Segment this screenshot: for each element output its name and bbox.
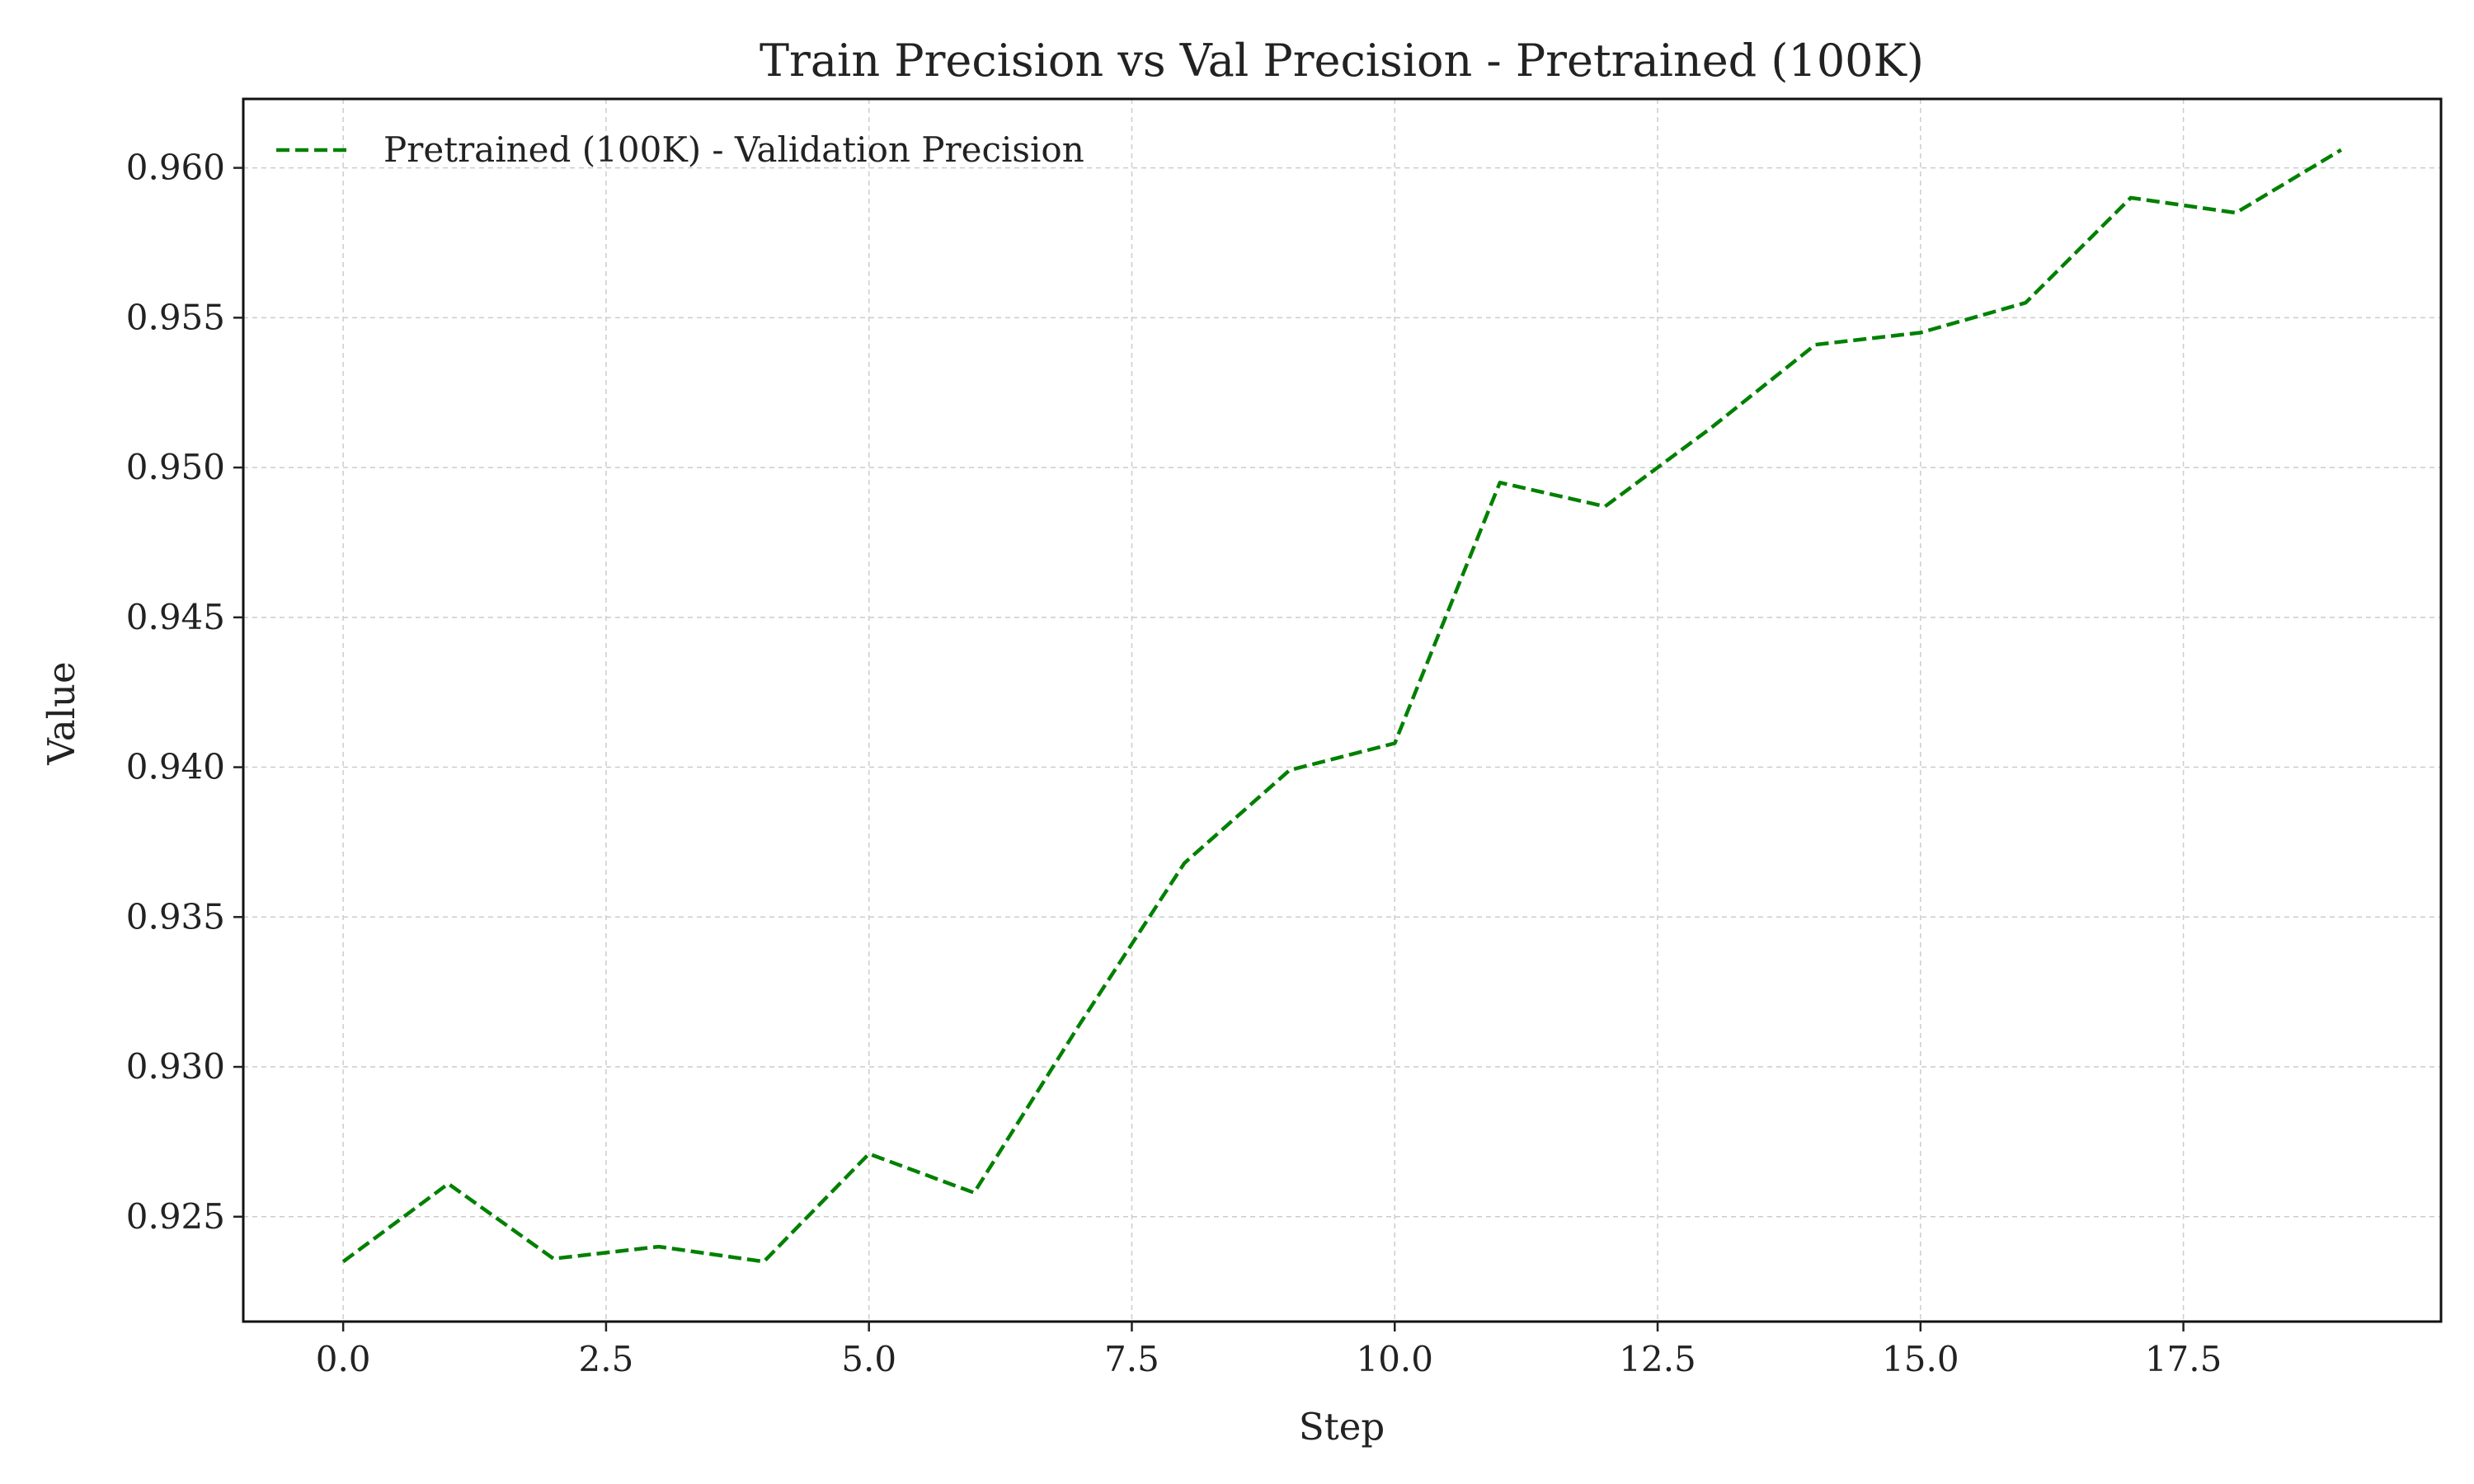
y-tick-label: 0.945	[126, 597, 225, 637]
x-tick-label: 5.0	[841, 1339, 896, 1379]
y-tick-label: 0.960	[126, 148, 225, 188]
y-axis-label: Value	[40, 661, 83, 765]
y-tick-label: 0.940	[126, 747, 225, 787]
series-line	[341, 148, 2343, 1264]
chart-title: Train Precision vs Val Precision - Pretr…	[760, 35, 1924, 87]
y-tick-label: 0.930	[126, 1046, 225, 1087]
x-tick-label: 0.0	[316, 1339, 371, 1379]
x-tick-label: 15.0	[1882, 1339, 1959, 1379]
x-tick-label: 7.5	[1104, 1339, 1159, 1379]
x-tick-label: 10.0	[1356, 1339, 1433, 1379]
y-tick-label: 0.950	[126, 447, 225, 487]
data-series	[341, 148, 2343, 1264]
y-tick-label: 0.955	[126, 297, 225, 337]
x-axis: 0.0 2.5 5.0 7.5 10.0 12.5 15.0 17.5	[316, 1322, 2222, 1379]
plot-frame	[242, 97, 2443, 1323]
x-tick-label: 12.5	[1619, 1339, 1696, 1379]
x-tick-label: 17.5	[2145, 1339, 2222, 1379]
legend: Pretrained (100K) - Validation Precision	[276, 129, 1084, 170]
grid	[243, 99, 2441, 1322]
x-tick-label: 2.5	[579, 1339, 634, 1379]
x-axis-label: Step	[1299, 1405, 1385, 1449]
y-axis: 0.925 0.930 0.935 0.940 0.945 0.950 0.955 0.960	[126, 148, 243, 1237]
y-tick-label: 0.935	[126, 896, 225, 937]
legend-label: Pretrained (100K) - Validation Precision	[383, 129, 1084, 170]
y-tick-label: 0.925	[126, 1196, 225, 1237]
